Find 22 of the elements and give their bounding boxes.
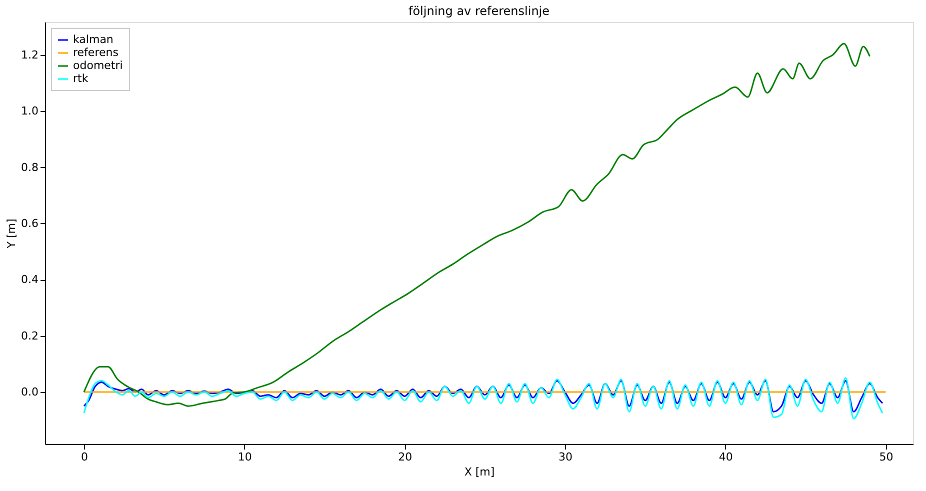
legend-label: odometri <box>73 59 123 72</box>
line-series <box>83 377 884 420</box>
y-tick-label: 1.2 <box>21 48 38 62</box>
x-tick-label: 30 <box>558 450 573 464</box>
chart-title: följning av referenslinje <box>408 4 550 18</box>
legend-label: rtk <box>73 72 89 85</box>
x-axis-title: X [m] <box>464 466 495 478</box>
y-tick-label: 1.0 <box>21 104 38 118</box>
y-tick-label: 0.2 <box>21 329 38 342</box>
y-tick-label: 0.0 <box>21 386 38 399</box>
y-tick-label: 0.4 <box>21 273 38 286</box>
line-series <box>83 380 884 412</box>
x-tick-label: 0 <box>80 450 88 464</box>
x-tick-label: 40 <box>718 450 733 464</box>
x-tick-label: 20 <box>398 450 412 464</box>
y-axis-title: Y [m] <box>5 218 18 250</box>
y-tick-label: 0.6 <box>21 216 38 230</box>
legend-label: kalman <box>73 33 114 46</box>
x-tick-label: 50 <box>879 450 894 464</box>
x-tick-label: 10 <box>238 450 252 464</box>
legend-label: referens <box>73 46 119 59</box>
y-tick-label: 0.8 <box>21 160 38 174</box>
